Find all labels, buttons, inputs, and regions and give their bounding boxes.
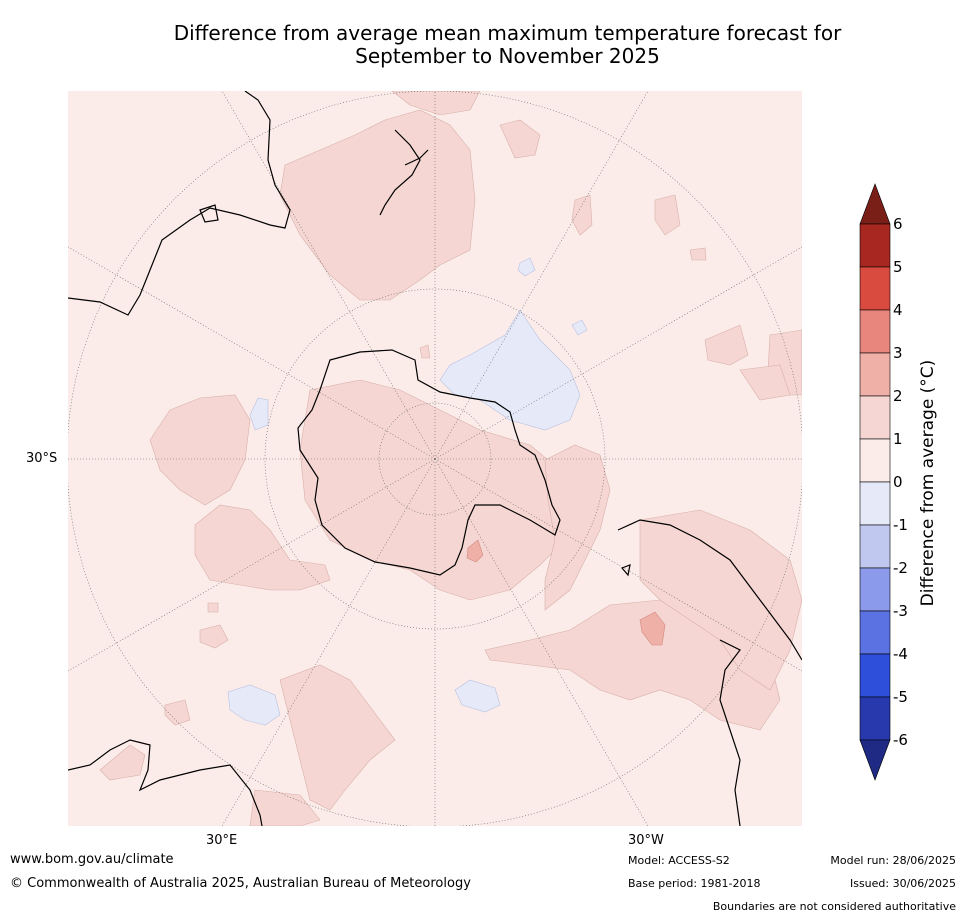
lon-label-30e: 30°E bbox=[206, 833, 238, 848]
colorbar-tick-1: 1 bbox=[893, 430, 903, 448]
colorbar-tick-m6: -6 bbox=[893, 731, 908, 749]
colorbar-upper-arrow bbox=[859, 183, 891, 225]
colorbar-bin-0-1 bbox=[859, 438, 891, 483]
australia-coast bbox=[68, 91, 291, 316]
anomaly-1-to-2-regions bbox=[99, 91, 802, 826]
footer-model: Model: ACCESS-S2 bbox=[628, 854, 730, 867]
new-zealand-coast bbox=[379, 129, 429, 216]
colorbar-bin-m3-m2 bbox=[859, 567, 891, 612]
colorbar-tick-6: 6 bbox=[893, 215, 903, 233]
colorbar-bin-m5-m4 bbox=[859, 653, 891, 698]
colorbar-tick-3: 3 bbox=[893, 344, 903, 362]
colorbar-tick-4: 4 bbox=[893, 301, 903, 319]
colorbar-bin-5-6 bbox=[859, 223, 891, 268]
south-america-coast bbox=[617, 519, 802, 826]
title-line-1: Difference from average mean maximum tem… bbox=[173, 21, 842, 45]
colorbar-bin-m1-0 bbox=[859, 481, 891, 526]
coastlines bbox=[68, 91, 802, 826]
colorbar-tick-m5: -5 bbox=[893, 688, 908, 706]
footer-disclaimer: Boundaries are not considered authoritat… bbox=[712, 900, 956, 913]
colorbar-tick-m1: -1 bbox=[893, 516, 908, 534]
map-title: Difference from average mean maximum tem… bbox=[60, 22, 955, 68]
colorbar-tick-m3: -3 bbox=[893, 602, 908, 620]
colorbar bbox=[859, 183, 891, 781]
colorbar-bin-3-4 bbox=[859, 309, 891, 354]
title-line-2: September to November 2025 bbox=[355, 44, 660, 68]
map-panel bbox=[68, 91, 802, 826]
lon-label-30w: 30°W bbox=[628, 833, 664, 848]
africa-coast bbox=[68, 739, 263, 826]
colorbar-tick-0: 0 bbox=[893, 473, 903, 491]
footer-issued: Issued: 30/06/2025 bbox=[849, 877, 956, 890]
colorbar-tick-m4: -4 bbox=[893, 645, 908, 663]
footer-model-run: Model run: 28/06/2025 bbox=[830, 854, 956, 867]
antarctica-coast bbox=[297, 349, 561, 576]
colorbar-bin-4-5 bbox=[859, 266, 891, 311]
colorbar-bin-m6-m5 bbox=[859, 696, 891, 741]
colorbar-bin-2-3 bbox=[859, 352, 891, 397]
graticule bbox=[68, 91, 802, 826]
footer-website: www.bom.gov.au/climate bbox=[10, 852, 174, 867]
falklands-coast bbox=[620, 564, 631, 577]
colorbar-lower-arrow bbox=[859, 739, 891, 781]
colorbar-bin-1-2 bbox=[859, 395, 891, 440]
colorbar-bin-m4-m3 bbox=[859, 610, 891, 655]
anomaly-neg1-to-0-regions bbox=[227, 257, 588, 726]
colorbar-title: Difference from average (°C) bbox=[918, 359, 938, 607]
footer-copyright: © Commonwealth of Australia 2025, Austra… bbox=[10, 876, 471, 891]
tasmania-coast bbox=[199, 204, 219, 223]
colorbar-bin-m2-m1 bbox=[859, 524, 891, 569]
footer-base-period: Base period: 1981-2018 bbox=[628, 877, 761, 890]
colorbar-tick-m2: -2 bbox=[893, 559, 908, 577]
lat-label-30s: 30°S bbox=[26, 451, 58, 466]
colorbar-tick-2: 2 bbox=[893, 387, 903, 405]
anomaly-2-to-3-regions bbox=[466, 539, 666, 646]
colorbar-tick-5: 5 bbox=[893, 258, 903, 276]
